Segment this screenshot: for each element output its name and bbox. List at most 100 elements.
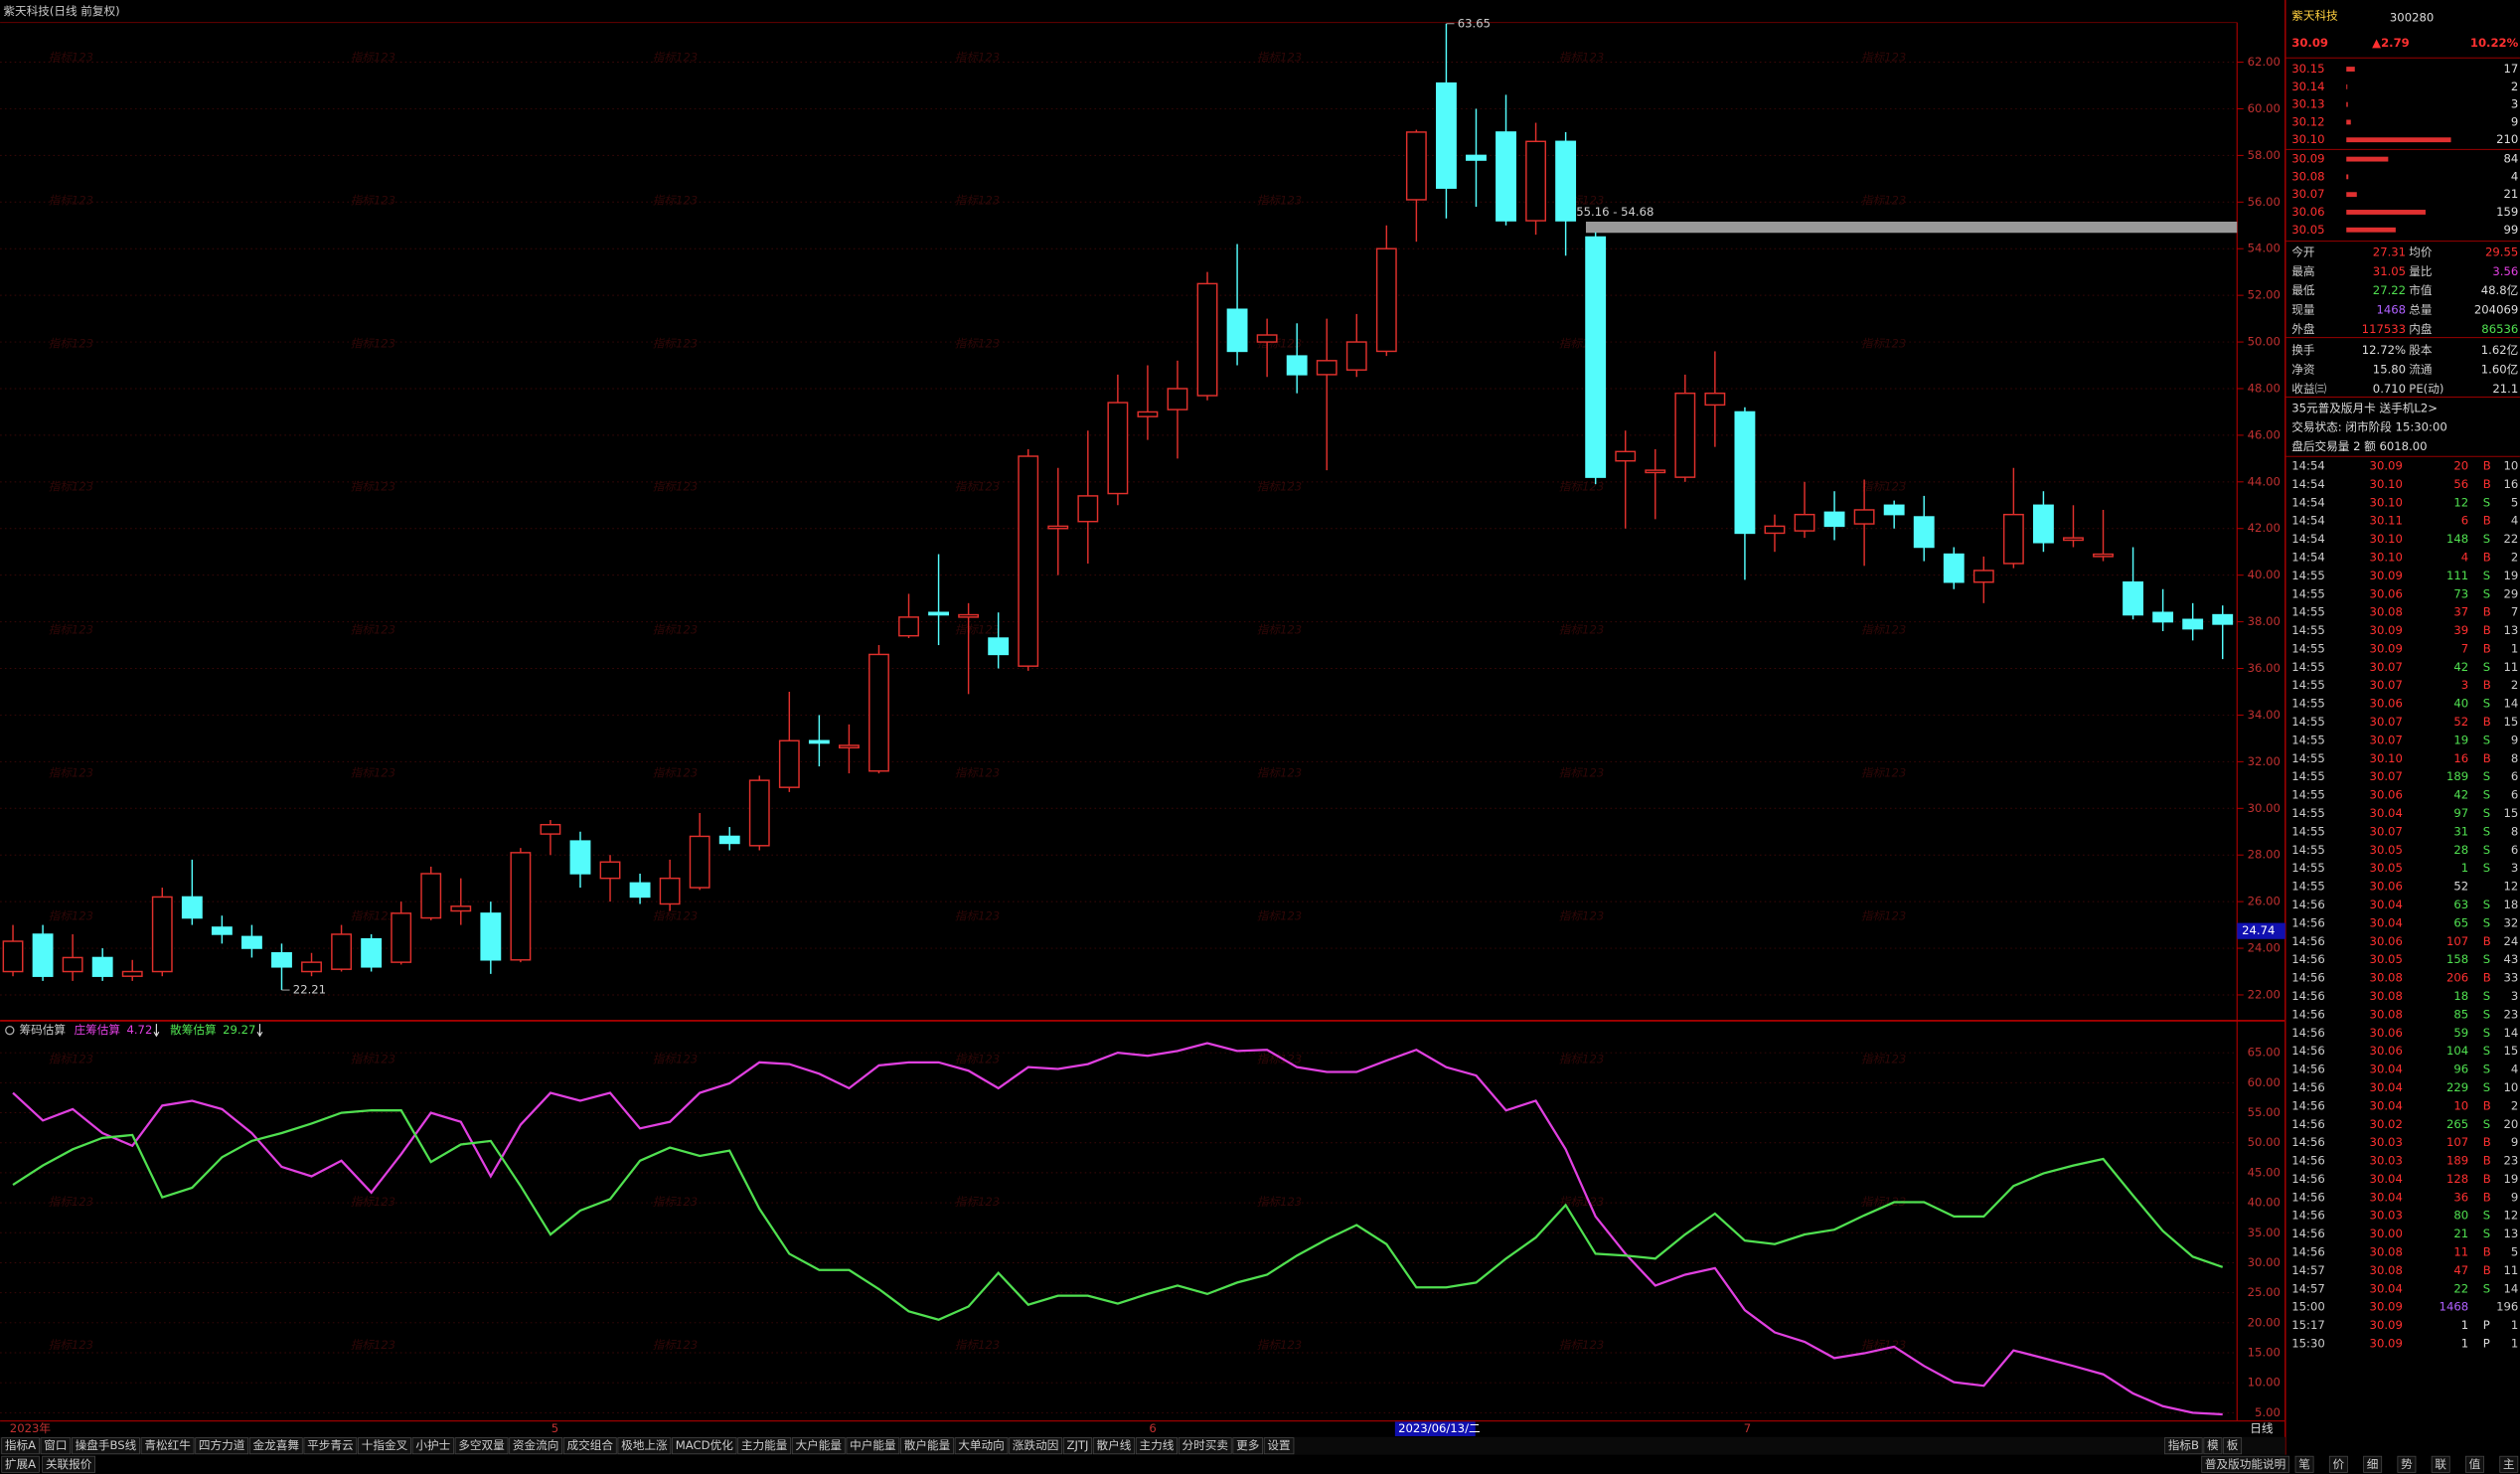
tab[interactable] [2294, 1455, 2314, 1473]
tab-label[interactable]: 模 [2207, 1438, 2219, 1452]
tab-label[interactable]: 十指金叉 [362, 1438, 408, 1452]
tab-label[interactable]: 普及版功能说明 [2205, 1457, 2285, 1471]
tab-label[interactable]: ZJTJ [1067, 1438, 1089, 1452]
tab-label[interactable]: 指标B [2168, 1438, 2199, 1452]
tab[interactable] [1, 1437, 40, 1455]
tab-label[interactable]: 势 [2401, 1457, 2413, 1471]
tab[interactable] [2363, 1455, 2383, 1473]
tab-label[interactable]: 中户能量 [850, 1438, 896, 1452]
tab[interactable] [1135, 1437, 1179, 1455]
tab[interactable] [1, 1455, 40, 1473]
tab[interactable] [617, 1437, 672, 1455]
down-arrow [256, 1024, 263, 1038]
tab[interactable] [2203, 1437, 2223, 1455]
indicator-icon[interactable] [5, 1025, 15, 1036]
tab[interactable] [358, 1437, 411, 1455]
tick-count: 7 [2511, 605, 2518, 619]
tab[interactable] [2465, 1455, 2484, 1473]
tab[interactable] [2431, 1455, 2450, 1473]
promo-link[interactable]: 35元普及版月卡 送手机L2> [2291, 401, 2438, 414]
tab-label[interactable]: 联 [2435, 1457, 2446, 1471]
tab-label[interactable]: 指标A [5, 1438, 36, 1452]
tab[interactable] [303, 1437, 358, 1455]
tab[interactable] [791, 1437, 846, 1455]
tick-volume: 6 [2461, 514, 2468, 528]
tab-label[interactable]: 小护士 [415, 1438, 450, 1452]
tab[interactable] [140, 1437, 195, 1455]
candle-body [2152, 611, 2174, 623]
watermark: 指标123 [653, 1052, 698, 1065]
tab-label[interactable]: 青松红牛 [144, 1438, 191, 1452]
tab[interactable] [900, 1437, 954, 1455]
tab[interactable] [40, 1437, 72, 1455]
tab[interactable] [71, 1437, 140, 1455]
tab-label[interactable]: MACD优化 [676, 1438, 733, 1452]
tab-label[interactable]: 设置 [1267, 1438, 1290, 1452]
tab-label[interactable]: 笔 [2298, 1457, 2310, 1471]
tab-label[interactable]: 涨跌动因 [1013, 1438, 1059, 1452]
tab-label[interactable]: 成交组合 [567, 1438, 614, 1452]
tab-label[interactable]: 金龙喜舞 [253, 1438, 300, 1452]
tick-time: 14:56 [2291, 1209, 2325, 1223]
tab-label[interactable]: 更多 [1236, 1438, 1259, 1452]
tab-label[interactable]: 主力线 [1140, 1438, 1175, 1452]
tab-label[interactable]: 散户能量 [904, 1438, 951, 1452]
tab[interactable] [737, 1437, 792, 1455]
tab[interactable] [2328, 1455, 2348, 1473]
tick-count: 29 [2503, 586, 2518, 600]
tab[interactable] [1232, 1437, 1263, 1455]
tab[interactable] [1263, 1437, 1295, 1455]
candle-body [1734, 410, 1756, 535]
tab-label[interactable]: 细 [2367, 1457, 2379, 1471]
tab-label[interactable]: 平步青云 [307, 1438, 354, 1452]
tab-label[interactable]: 多空双量 [458, 1438, 505, 1452]
y-tick-label: 40.00 [2248, 1196, 2281, 1210]
tab-label[interactable]: 大单动向 [958, 1438, 1005, 1452]
stat-label: 最低 [2291, 283, 2315, 297]
tab-label[interactable]: 大户能量 [796, 1438, 843, 1452]
tab[interactable] [454, 1437, 509, 1455]
tick-price: 30.06 [2370, 880, 2403, 894]
tab-label[interactable]: 极地上涨 [621, 1438, 668, 1452]
tab-label[interactable]: 板 [2227, 1438, 2239, 1452]
tab-label[interactable]: 值 [2469, 1457, 2481, 1471]
tab[interactable] [2397, 1455, 2417, 1473]
tab[interactable] [1062, 1437, 1093, 1455]
tab-label[interactable]: 主力能量 [741, 1438, 788, 1452]
book-price: 30.10 [2291, 132, 2324, 146]
tab[interactable] [195, 1437, 249, 1455]
tab[interactable] [2164, 1437, 2203, 1455]
tab[interactable] [1009, 1437, 1063, 1455]
tab-label[interactable]: 操盘手BS线 [76, 1438, 137, 1452]
tab[interactable] [509, 1437, 563, 1455]
tab[interactable] [42, 1455, 96, 1473]
tab-label[interactable]: 关联报价 [46, 1457, 92, 1471]
tick-price: 30.04 [2370, 1190, 2403, 1204]
tab-label[interactable]: 价 [2333, 1457, 2345, 1471]
tab-label[interactable]: 四方力道 [199, 1438, 245, 1452]
stat-value: 1.60亿 [2481, 362, 2519, 376]
tab-label[interactable]: 主 [2503, 1457, 2515, 1471]
tab[interactable] [2201, 1455, 2289, 1473]
candle-body [1375, 247, 1397, 353]
tab[interactable] [672, 1437, 737, 1455]
tab[interactable] [954, 1437, 1009, 1455]
tab-label[interactable]: 散户线 [1097, 1438, 1132, 1452]
tab[interactable] [846, 1437, 900, 1455]
candle-body [1047, 525, 1069, 530]
tab-label[interactable]: 扩展A [5, 1457, 36, 1471]
tab[interactable] [1092, 1437, 1136, 1455]
tab[interactable] [562, 1437, 617, 1455]
tab[interactable] [2223, 1437, 2243, 1455]
tab-label[interactable]: 分时买卖 [1181, 1438, 1228, 1452]
price-panel: 指标123 指标123 指标123 指标123 指标123 指标123 指标123 指标123… [0, 16, 2285, 1352]
tab-label[interactable]: 窗口 [44, 1438, 67, 1452]
tab[interactable] [1178, 1437, 1232, 1455]
tab[interactable] [411, 1437, 454, 1455]
tab-label[interactable]: 资金流向 [513, 1438, 559, 1452]
tab[interactable] [2499, 1455, 2519, 1473]
tick-count: 32 [2503, 915, 2518, 929]
tick-count: 1 [2511, 641, 2518, 655]
tab[interactable] [248, 1437, 303, 1455]
